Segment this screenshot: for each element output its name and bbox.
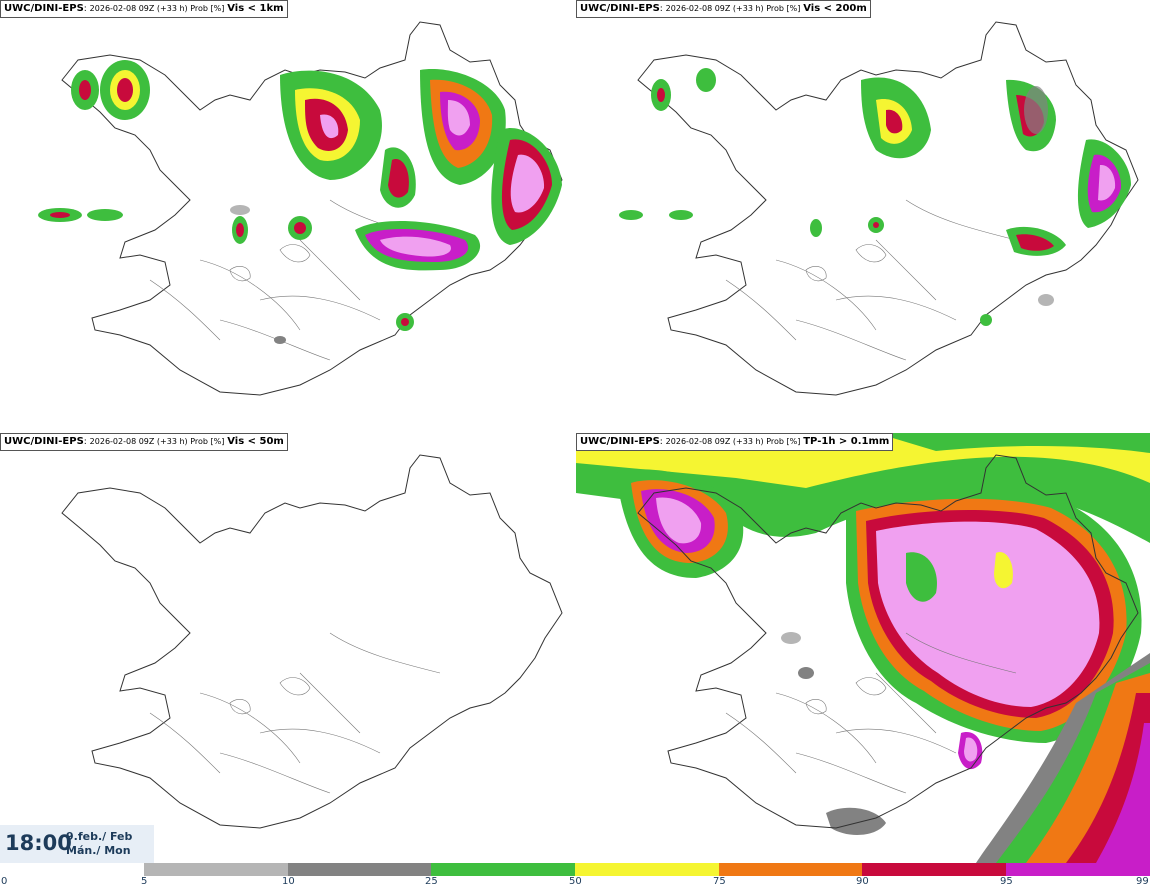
- panel-run: 2026-02-08 09Z (+33 h) Prob [%]: [665, 437, 801, 446]
- panel-model: UWC/DINI-EPS: [4, 436, 84, 447]
- legend-bin-25-50: [431, 863, 575, 876]
- panel-run: 2026-02-08 09Z (+33 h) Prob [%]: [665, 4, 801, 13]
- map-panel-vis-1km: UWC/DINI-EPS: 2026-02-08 09Z (+33 h) Pro…: [0, 0, 574, 430]
- legend-bin-95-99: [1006, 863, 1150, 876]
- panel-model: UWC/DINI-EPS: [580, 3, 660, 14]
- panel-title: UWC/DINI-EPS: 2026-02-08 09Z (+33 h) Pro…: [576, 0, 871, 18]
- map-canvas: [576, 433, 1150, 863]
- legend-tick: 25: [425, 876, 438, 887]
- probability-field: [619, 68, 1131, 326]
- map-canvas: [61, 454, 563, 829]
- map-panel-vis-50m: UWC/DINI-EPS: 2026-02-08 09Z (+33 h) Pro…: [0, 433, 574, 863]
- legend-bin-5-10: [144, 863, 288, 876]
- panel-variable: TP-1h > 0.1mm: [803, 436, 890, 447]
- valid-time: 18:00: [5, 831, 72, 855]
- legend-bin-10-25: [288, 863, 431, 876]
- legend-tick: 75: [713, 876, 726, 887]
- legend-tick: 99: [1136, 876, 1149, 887]
- valid-date-line-2: Mán./ Mon: [66, 844, 131, 857]
- panel-title: UWC/DINI-EPS: 2026-02-08 09Z (+33 h) Pro…: [0, 433, 288, 451]
- color-legend: 0 5 10 25 50 75 90 95 99: [0, 862, 1150, 891]
- legend-tick: 50: [569, 876, 582, 887]
- panel-title: UWC/DINI-EPS: 2026-02-08 09Z (+33 h) Pro…: [576, 433, 894, 451]
- map-canvas: [619, 21, 1139, 396]
- panel-model: UWC/DINI-EPS: [580, 436, 660, 447]
- legend-tick: 90: [856, 876, 869, 887]
- valid-date: 9.feb./ Feb Mán./ Mon: [66, 830, 132, 858]
- legend-tick: 5: [141, 876, 148, 887]
- map-canvas: [38, 21, 563, 396]
- panel-run: 2026-02-08 09Z (+33 h) Prob [%]: [89, 437, 225, 446]
- legend-bin-50-75: [575, 863, 719, 876]
- legend-tick: 95: [1000, 876, 1013, 887]
- valid-date-line-1: 9.feb./ Feb: [66, 830, 133, 843]
- legend-tick: 10: [282, 876, 295, 887]
- legend-tick: 0: [1, 876, 8, 887]
- valid-time-box: 18:00 9.feb./ Feb Mán./ Mon: [0, 825, 154, 863]
- legend-bin-90-95: [862, 863, 1006, 876]
- probability-field: [38, 60, 562, 344]
- probability-field: [576, 433, 1150, 863]
- panel-title: UWC/DINI-EPS: 2026-02-08 09Z (+33 h) Pro…: [0, 0, 288, 18]
- panel-variable: Vis < 50m: [227, 436, 284, 447]
- panel-model: UWC/DINI-EPS: [4, 3, 84, 14]
- panel-run: 2026-02-08 09Z (+33 h) Prob [%]: [89, 4, 225, 13]
- map-panel-tp-1h: UWC/DINI-EPS: 2026-02-08 09Z (+33 h) Pro…: [576, 433, 1150, 863]
- panel-variable: Vis < 1km: [227, 3, 284, 14]
- legend-bin-75-90: [719, 863, 862, 876]
- map-panel-vis-200m: UWC/DINI-EPS: 2026-02-08 09Z (+33 h) Pro…: [576, 0, 1150, 430]
- panel-variable: Vis < 200m: [803, 3, 867, 14]
